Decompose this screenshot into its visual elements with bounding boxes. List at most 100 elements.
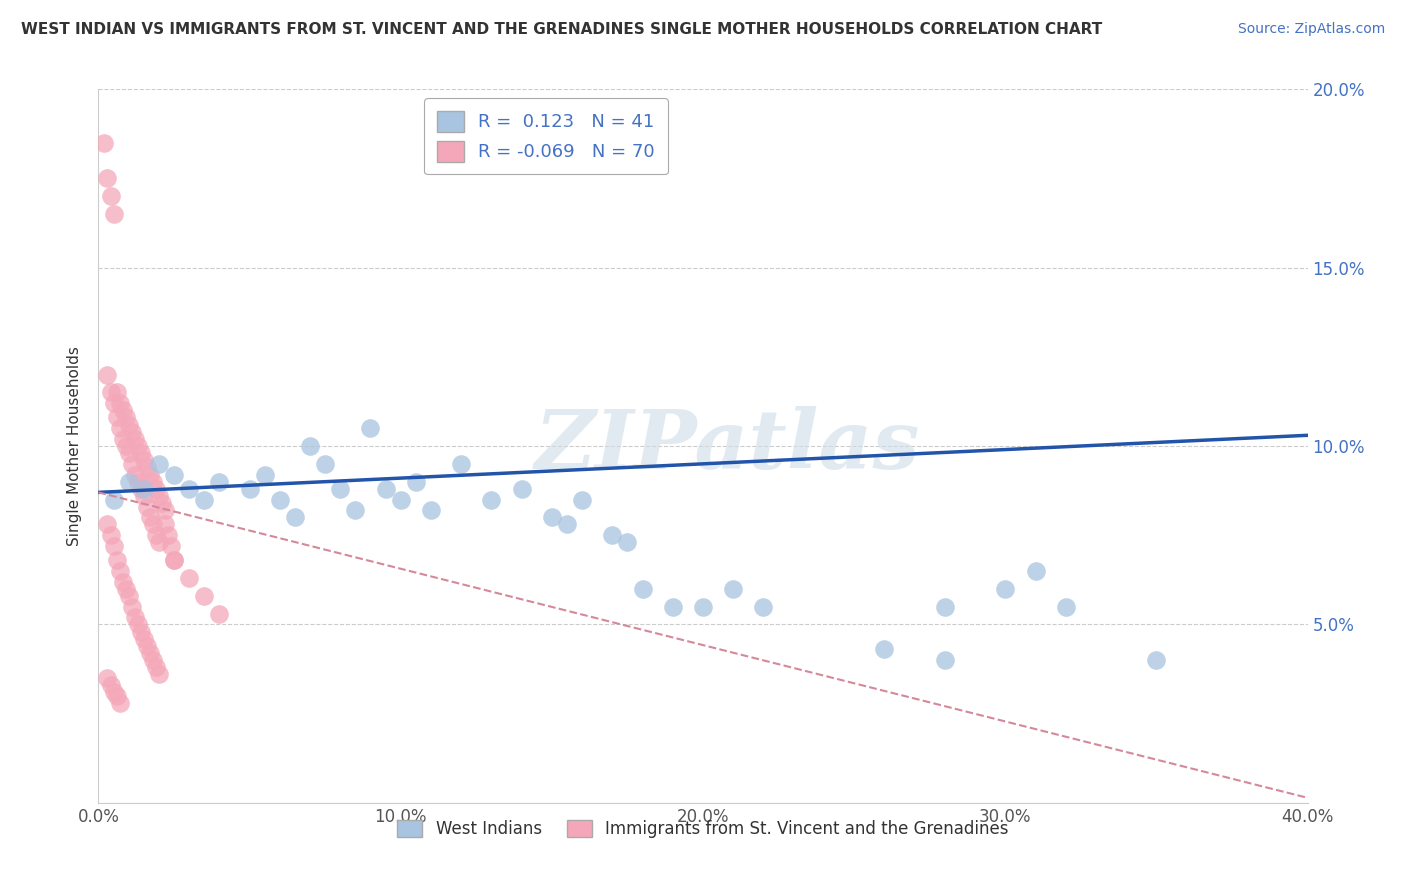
Point bbox=[124, 610, 146, 624]
Point bbox=[160, 539, 183, 553]
Point bbox=[93, 136, 115, 150]
Point bbox=[108, 696, 131, 710]
Text: Source: ZipAtlas.com: Source: ZipAtlas.com bbox=[1237, 22, 1385, 37]
Point bbox=[121, 599, 143, 614]
Point bbox=[420, 503, 443, 517]
Point bbox=[1144, 653, 1167, 667]
Point bbox=[208, 607, 231, 621]
Point bbox=[269, 492, 291, 507]
Point bbox=[129, 446, 152, 460]
Text: ZIPatlas: ZIPatlas bbox=[534, 406, 920, 486]
Point bbox=[163, 467, 186, 482]
Point bbox=[100, 385, 122, 400]
Point bbox=[389, 492, 412, 507]
Point bbox=[142, 653, 165, 667]
Point bbox=[96, 671, 118, 685]
Point bbox=[145, 482, 167, 496]
Point bbox=[100, 678, 122, 692]
Point bbox=[148, 667, 170, 681]
Point bbox=[1024, 564, 1046, 578]
Point bbox=[208, 475, 231, 489]
Point bbox=[631, 582, 654, 596]
Point bbox=[344, 503, 367, 517]
Point bbox=[142, 517, 165, 532]
Point bbox=[111, 432, 134, 446]
Point bbox=[114, 439, 136, 453]
Point bbox=[299, 439, 322, 453]
Point bbox=[127, 617, 149, 632]
Point bbox=[145, 528, 167, 542]
Point bbox=[139, 510, 162, 524]
Point bbox=[129, 624, 152, 639]
Point bbox=[129, 482, 152, 496]
Text: WEST INDIAN VS IMMIGRANTS FROM ST. VINCENT AND THE GRENADINES SINGLE MOTHER HOUS: WEST INDIAN VS IMMIGRANTS FROM ST. VINCE… bbox=[21, 22, 1102, 37]
Point bbox=[253, 467, 276, 482]
Point bbox=[142, 475, 165, 489]
Point bbox=[616, 535, 638, 549]
Point bbox=[314, 457, 336, 471]
Point bbox=[135, 639, 157, 653]
Point bbox=[994, 582, 1017, 596]
Point bbox=[100, 189, 122, 203]
Point bbox=[329, 482, 352, 496]
Point bbox=[752, 599, 775, 614]
Point bbox=[510, 482, 533, 496]
Point bbox=[127, 475, 149, 489]
Point bbox=[103, 207, 125, 221]
Point bbox=[156, 528, 179, 542]
Point bbox=[114, 582, 136, 596]
Point bbox=[139, 646, 162, 660]
Point bbox=[118, 475, 141, 489]
Point bbox=[148, 457, 170, 471]
Point bbox=[121, 425, 143, 439]
Point bbox=[132, 482, 155, 496]
Y-axis label: Single Mother Households: Single Mother Households bbox=[67, 346, 83, 546]
Point bbox=[111, 574, 134, 589]
Point bbox=[145, 660, 167, 674]
Point bbox=[934, 599, 956, 614]
Point bbox=[179, 482, 201, 496]
Point bbox=[100, 528, 122, 542]
Point bbox=[103, 396, 125, 410]
Point bbox=[103, 492, 125, 507]
Point bbox=[481, 492, 503, 507]
Point bbox=[118, 417, 141, 432]
Point bbox=[135, 500, 157, 514]
Point bbox=[153, 503, 176, 517]
Point bbox=[179, 571, 201, 585]
Point bbox=[118, 589, 141, 603]
Point bbox=[602, 528, 624, 542]
Point bbox=[148, 535, 170, 549]
Point bbox=[105, 385, 128, 400]
Point bbox=[239, 482, 262, 496]
Point bbox=[96, 517, 118, 532]
Point bbox=[132, 489, 155, 503]
Point bbox=[105, 689, 128, 703]
Point bbox=[723, 582, 745, 596]
Point bbox=[108, 396, 131, 410]
Point bbox=[111, 403, 134, 417]
Point bbox=[284, 510, 307, 524]
Point bbox=[132, 453, 155, 467]
Point bbox=[360, 421, 382, 435]
Point bbox=[108, 564, 131, 578]
Point bbox=[163, 553, 186, 567]
Point bbox=[139, 467, 162, 482]
Point bbox=[555, 517, 578, 532]
Point bbox=[96, 368, 118, 382]
Point bbox=[108, 421, 131, 435]
Point bbox=[540, 510, 562, 524]
Point bbox=[127, 439, 149, 453]
Point bbox=[121, 457, 143, 471]
Legend: West Indians, Immigrants from St. Vincent and the Grenadines: West Indians, Immigrants from St. Vincen… bbox=[391, 813, 1015, 845]
Point bbox=[118, 446, 141, 460]
Point bbox=[571, 492, 593, 507]
Point bbox=[153, 517, 176, 532]
Point bbox=[103, 539, 125, 553]
Point bbox=[96, 171, 118, 186]
Point bbox=[1054, 599, 1077, 614]
Point bbox=[692, 599, 714, 614]
Point bbox=[148, 489, 170, 503]
Point bbox=[124, 432, 146, 446]
Point bbox=[405, 475, 427, 489]
